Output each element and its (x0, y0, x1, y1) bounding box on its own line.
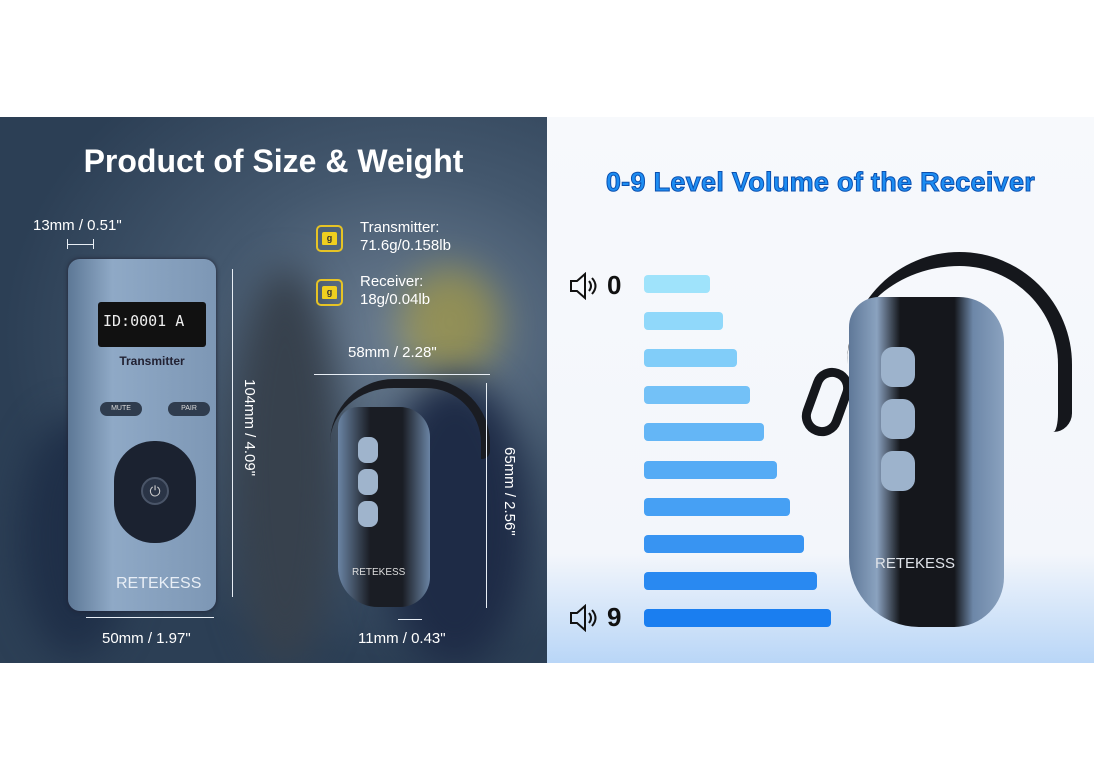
ear-hook (330, 379, 490, 459)
thickness-label: 13mm / 0.51" (33, 217, 122, 234)
volume-bar-1 (644, 312, 724, 331)
receiver-depth-label: 11mm / 0.43" (358, 630, 446, 647)
volume-bar-7 (644, 534, 804, 553)
brand-logo: RETEKESS (352, 567, 406, 578)
transmitter-label: Transmitter (119, 354, 185, 368)
receiver-device: RETEKESS (338, 407, 430, 607)
power-icon[interactable]: ⏻ (141, 477, 169, 505)
volume-bar-8 (644, 571, 818, 590)
volume-bar-4 (644, 423, 764, 442)
transmitter-width-label: 50mm / 1.97" (102, 630, 191, 647)
volume-max: 9 (569, 602, 621, 633)
volume-bar-9 (644, 608, 831, 627)
weight-icon: g (316, 225, 343, 252)
transmitter-device: ID:0001 A Transmitter MUTE PAIR ⏻ RETEKE… (68, 259, 216, 611)
receiver-weight: Receiver: 18g/0.04lb (360, 273, 431, 308)
weight-icon: g (316, 279, 343, 306)
screen-id: ID:0001 (103, 312, 167, 330)
panel-title: 0-9 Level Volume of the Receiver (605, 167, 1036, 198)
receiver-width-label: 58mm / 2.28" (348, 344, 437, 361)
mute-button[interactable]: MUTE (100, 402, 142, 416)
volume-panel: 0-9 Level Volume of the Receiver 0 9 RET… (547, 117, 1094, 663)
volume-bar-2 (644, 349, 737, 368)
speaker-icon (570, 271, 597, 300)
volume-bar-3 (644, 386, 751, 405)
brand-logo: RETEKESS (875, 555, 956, 572)
volume-bar-5 (644, 460, 777, 479)
volume-bar-0 (644, 275, 710, 293)
panel-title: Product of Size & Weight (83, 143, 464, 179)
pair-button[interactable]: PAIR (168, 402, 210, 416)
transmitter-height-label: 104mm / 4.09" (241, 379, 258, 477)
speaker-icon (570, 603, 597, 632)
receiver-device: RETEKESS (849, 297, 1004, 627)
volume-bar-6 (644, 497, 791, 516)
receiver-height-label: 65mm / 2.56" (501, 447, 518, 536)
transmitter-weight: Transmitter: 71.6g/0.158lb (360, 219, 451, 254)
volume-min: 0 (569, 270, 621, 301)
brand-logo: RETEKESS (116, 575, 202, 592)
size-weight-panel: Product of Size & Weight 13mm / 0.51" g … (0, 117, 547, 663)
